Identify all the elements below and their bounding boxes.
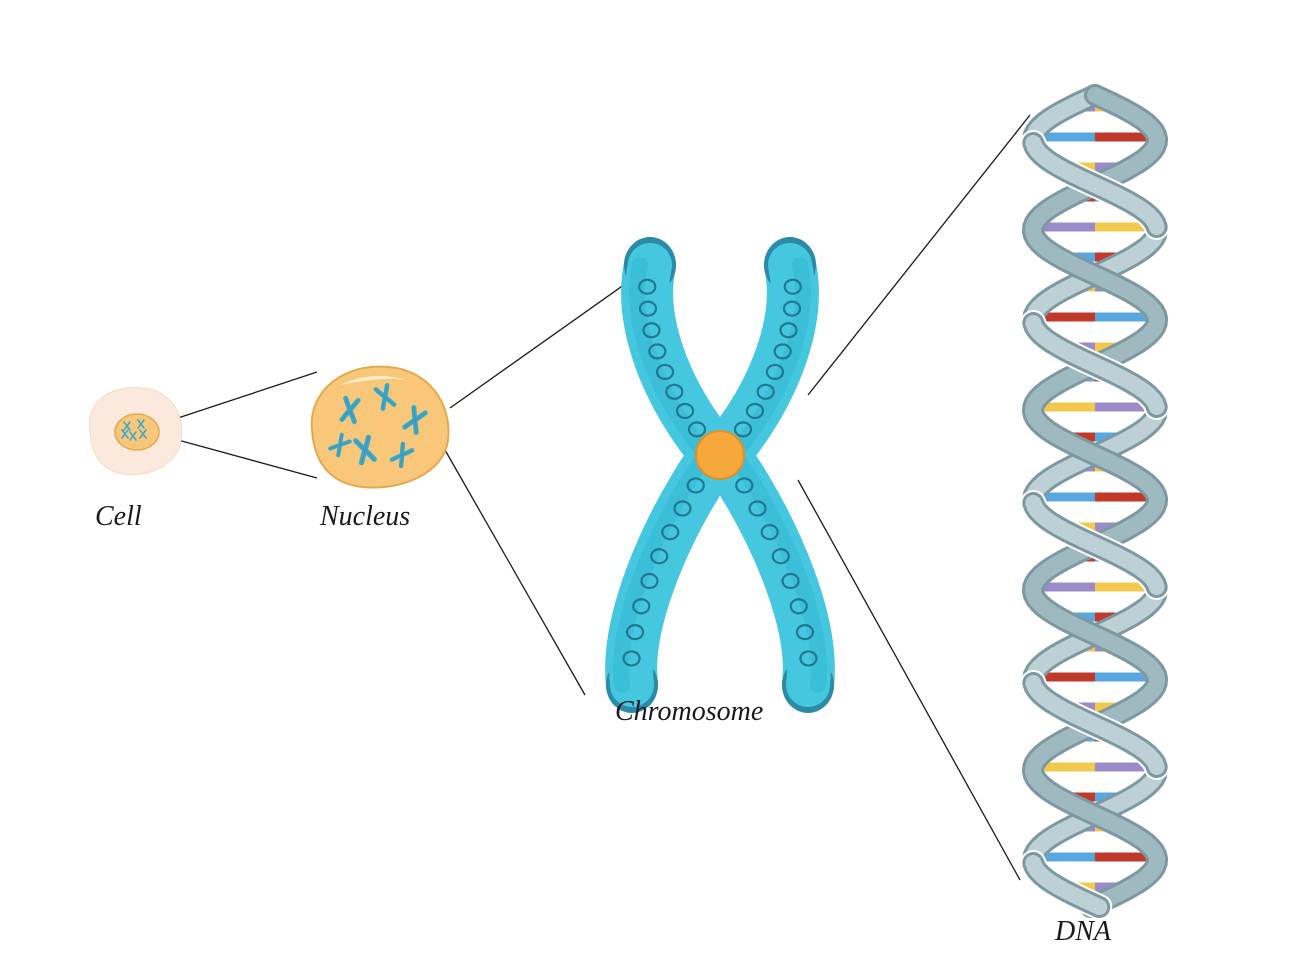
dna-hierarchy-diagram: Cell Nucleus Chromosome DNA <box>0 0 1307 980</box>
cell-label: Cell <box>95 501 142 532</box>
nucleus-label: Nucleus <box>319 501 410 532</box>
connector-line <box>445 450 585 695</box>
connector-line <box>808 115 1030 395</box>
cell-illustration <box>89 387 181 474</box>
connector-line <box>178 372 317 418</box>
dna-illustration <box>1033 95 1157 907</box>
nucleus-illustration <box>312 367 449 488</box>
dna-label: DNA <box>1054 916 1112 947</box>
chromosome-illustration <box>606 237 834 713</box>
connector-line <box>178 440 317 478</box>
chromosome-label: Chromosome <box>615 696 763 727</box>
